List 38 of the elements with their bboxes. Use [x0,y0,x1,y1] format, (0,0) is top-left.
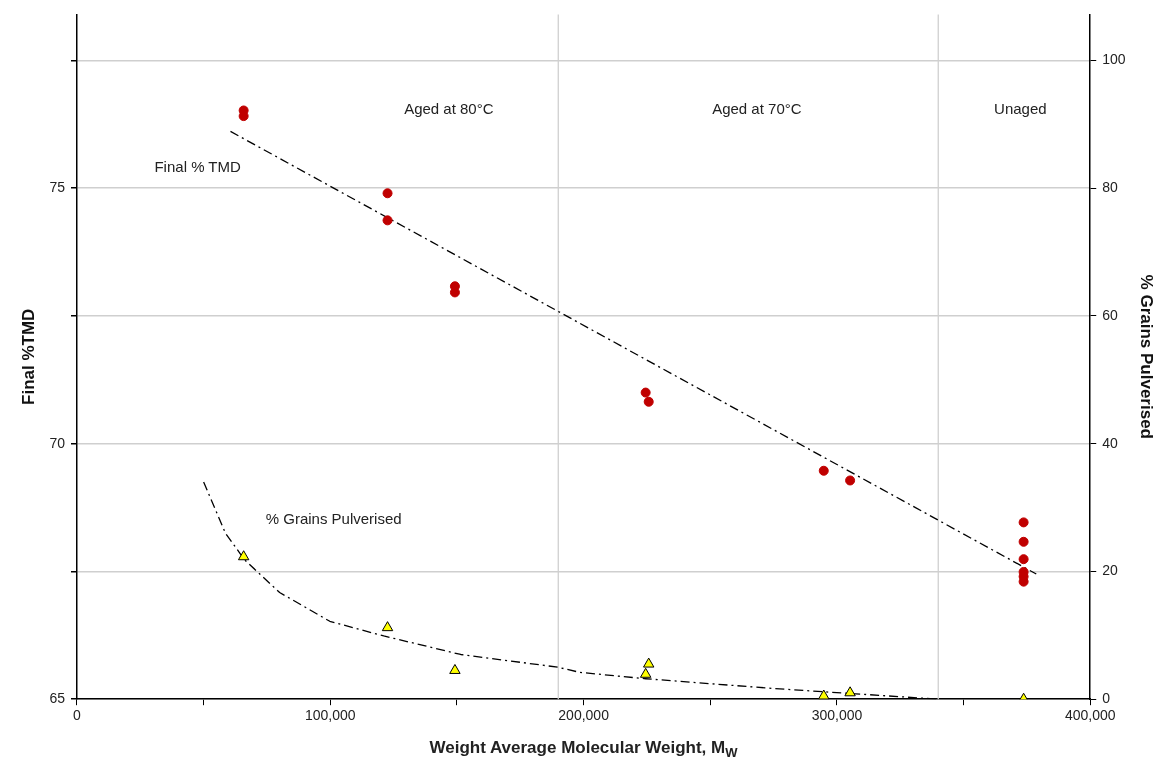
point [382,215,393,226]
point [1018,517,1029,528]
y2-axis-title: % Grains Pulverised [1137,274,1157,439]
point [640,387,651,398]
text: % Grains Pulverised [265,509,402,527]
y-tick-label: 65 [49,690,66,707]
point [1018,554,1029,565]
annotation: Aged at 80°C [404,99,494,117]
y-tick-label: 75 [49,179,66,196]
y-tick-label: 70 [49,434,66,451]
y2-tick-label: 20 [1102,562,1119,579]
point [639,667,652,678]
x-tick-label: 200,000 [558,707,610,724]
x-tick-label: 300,000 [811,707,863,724]
x-tick-label: 100,000 [304,707,356,724]
point [643,657,655,668]
point [237,550,250,561]
point [818,465,829,476]
point [844,686,856,697]
y2-tick-label: 60 [1102,306,1119,323]
y2-tick-label: 100 [1102,51,1126,68]
annotation: Aged at 70°C [712,99,802,117]
point [818,689,830,700]
x-tick-label: 0 [73,707,82,724]
y2-tick-label: 40 [1102,434,1119,451]
text: Final % TMD [154,157,242,175]
x-tick-label: 400,000 [1064,707,1116,724]
y-axis-title: Final %TMD [18,308,38,405]
y2-tick-label: 80 [1102,179,1119,196]
x-axis-title: Weight Average Molecular Weight, M$_{W}$ [428,738,739,761]
point [382,188,393,199]
annotation: Unaged [994,99,1047,117]
point [643,396,654,407]
point [381,621,394,632]
point [1018,536,1029,547]
y2-tick-label: 0 [1102,690,1111,707]
point [845,475,856,486]
point [449,663,461,674]
